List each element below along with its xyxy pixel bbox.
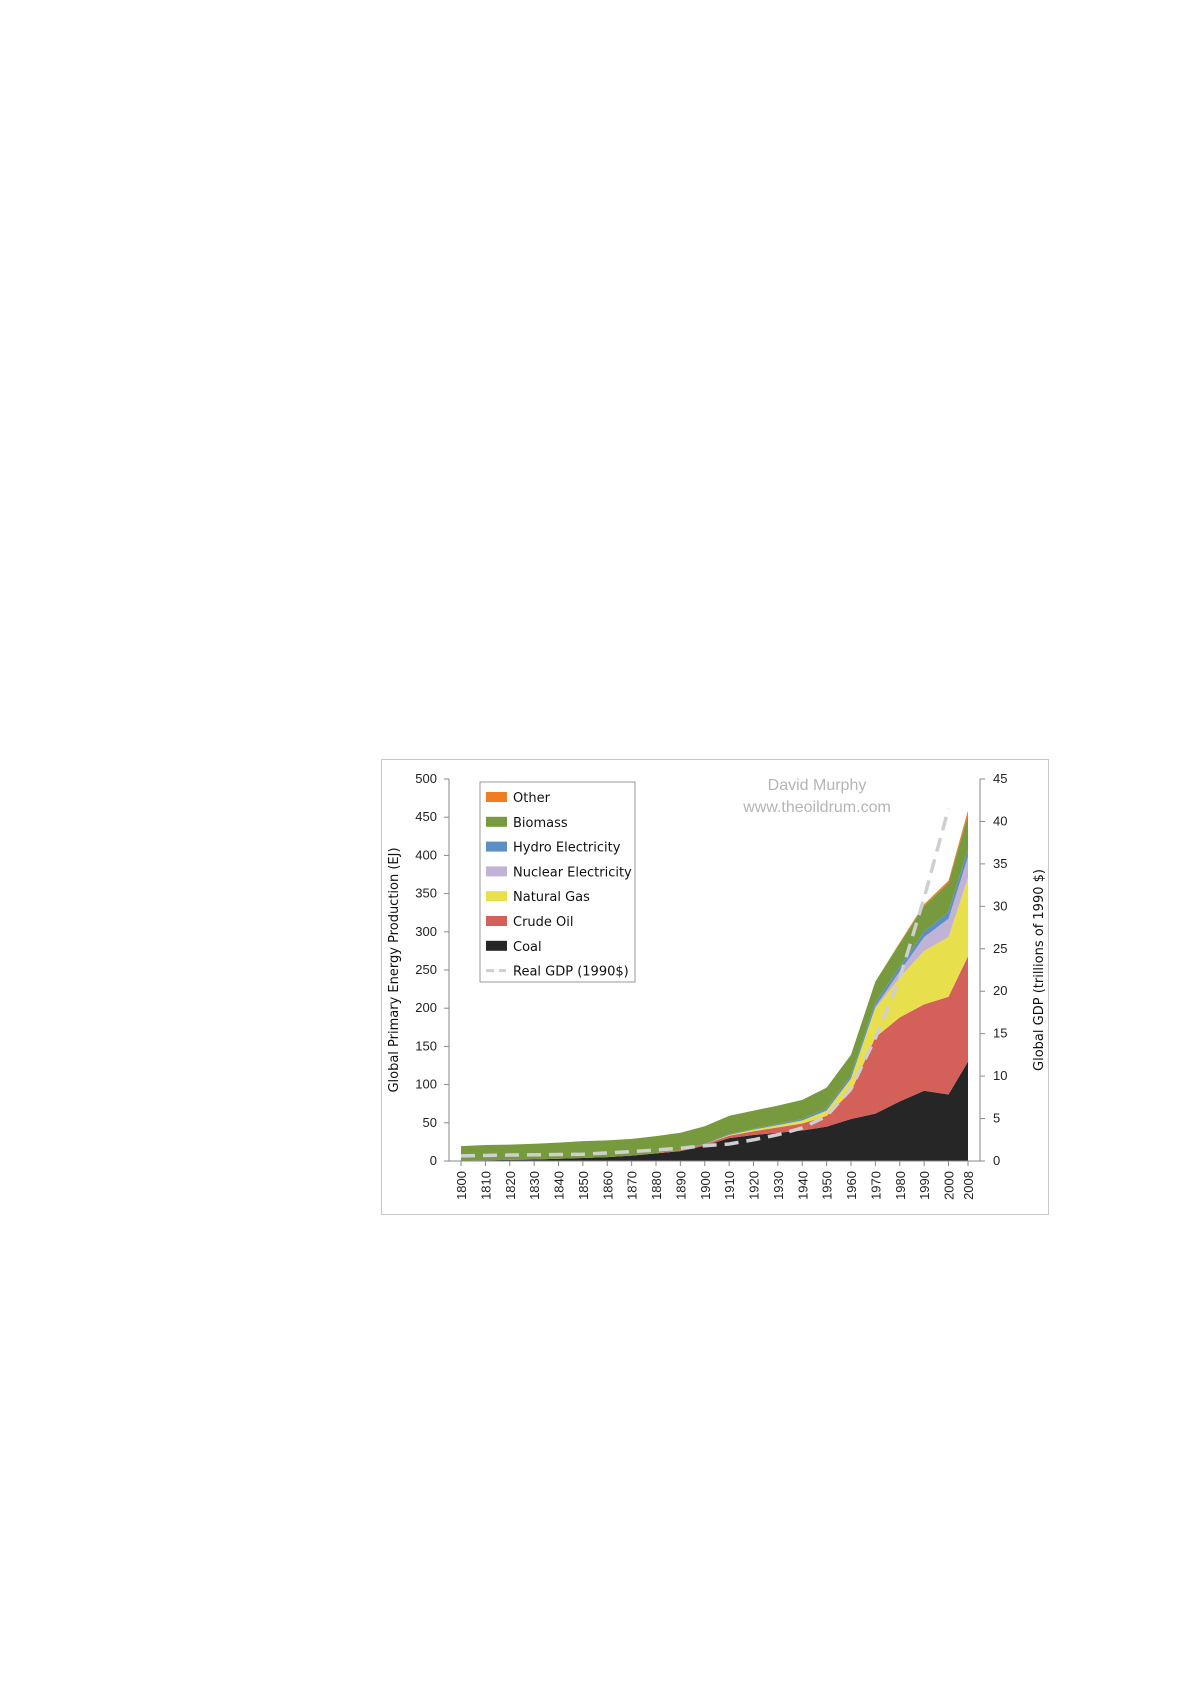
y-tick-label: 100 xyxy=(415,1077,437,1092)
x-tick-label: 1950 xyxy=(820,1171,835,1200)
x-tick-label: 1880 xyxy=(649,1171,664,1200)
chart-frame: 0 50 100 150 200 250 300 350 400 450 500 0 5 10 15 20 25… xyxy=(381,759,1049,1215)
legend-swatch xyxy=(486,866,507,877)
x-tick-label: 1960 xyxy=(844,1171,859,1200)
watermark-url: www.theoildrum.com xyxy=(742,799,891,816)
x-tick-label: 1860 xyxy=(600,1171,615,1200)
legend-swatch xyxy=(486,940,507,951)
gdp-line-layer xyxy=(460,808,951,1158)
y2-tick-label: 5 xyxy=(993,1111,1000,1126)
legend: Other Biomass Hydro Electricity Nuclear Ele… xyxy=(479,781,636,983)
x-tick-label: 1940 xyxy=(795,1171,810,1200)
y-tick-label: 450 xyxy=(415,809,437,824)
y2-tick-label: 15 xyxy=(993,1026,1007,1041)
y-tick-label: 50 xyxy=(423,1115,437,1130)
legend-label: Hydro Electricity xyxy=(513,841,621,856)
y-tick-label: 150 xyxy=(415,1038,437,1053)
x-tick-label: 1970 xyxy=(868,1171,883,1200)
x-tick-label: 1890 xyxy=(673,1171,688,1200)
legend-label: Coal xyxy=(513,940,542,955)
x-tick-label: 1810 xyxy=(478,1171,493,1200)
y-tick-label: 500 xyxy=(415,771,437,786)
y2-tick-label: 10 xyxy=(993,1068,1007,1083)
legend-swatch xyxy=(486,916,507,926)
legend-label: Other xyxy=(513,791,551,806)
area-coal xyxy=(461,1061,968,1161)
stacked-areas xyxy=(461,810,968,1161)
y2-tick-label: 0 xyxy=(993,1153,1000,1168)
x-tick-label: 1930 xyxy=(771,1171,786,1200)
tick-labels: 0 50 100 150 200 250 300 350 400 450 500 0 5 10 15 20 25… xyxy=(415,771,1007,1200)
legend-swatch xyxy=(486,816,507,827)
y2-tick-label: 45 xyxy=(993,771,1007,786)
x-tick-label: 1820 xyxy=(503,1171,518,1200)
y-tick-label: 300 xyxy=(415,924,437,939)
y2-tick-label: 30 xyxy=(993,898,1007,913)
x-tick-label: 2008 xyxy=(961,1171,976,1200)
y2-tick-label: 25 xyxy=(993,941,1007,956)
legend-swatch xyxy=(486,891,507,902)
x-tick-label: 1900 xyxy=(698,1171,713,1200)
y2-tick-label: 40 xyxy=(993,813,1007,828)
x-tick-label: 1990 xyxy=(917,1171,932,1200)
legend-swatch xyxy=(486,792,507,802)
x-tick-label: 1800 xyxy=(454,1171,469,1200)
energy-production-chart: 0 50 100 150 200 250 300 350 400 450 500 0 5 10 15 20 25… xyxy=(387,771,1047,1200)
x-tick-label: 1840 xyxy=(552,1171,567,1200)
y-tick-label: 250 xyxy=(415,962,437,977)
area-biomass xyxy=(461,814,968,1161)
area-crude-oil xyxy=(461,956,968,1161)
y2-tick-label: 20 xyxy=(993,983,1007,998)
legend-label: Natural Gas xyxy=(513,890,590,905)
x-tick-label: 1910 xyxy=(722,1171,737,1200)
legend-label: Nuclear Electricity xyxy=(513,865,632,880)
legend-label: Real GDP (1990$) xyxy=(513,965,629,980)
y-tick-label: 400 xyxy=(415,847,437,862)
legend-swatch xyxy=(486,841,507,852)
y2-tick-label: 35 xyxy=(993,856,1007,871)
legend-label: Biomass xyxy=(513,816,568,831)
legend-label: Crude Oil xyxy=(513,915,574,930)
y-tick-label: 0 xyxy=(430,1153,437,1168)
x-tick-label: 1920 xyxy=(747,1171,762,1200)
watermark-author: David Murphy xyxy=(768,777,867,794)
x-tick-label: 1850 xyxy=(576,1171,591,1200)
x-tick-label: 1870 xyxy=(625,1171,640,1200)
x-tick-label: 1980 xyxy=(893,1171,908,1200)
x-tick-label: 2000 xyxy=(942,1171,957,1200)
y-axis-title: Global Primary Energy Production (EJ) xyxy=(387,847,402,1092)
x-tick-label: 1830 xyxy=(527,1171,542,1200)
y-tick-label: 350 xyxy=(415,886,437,901)
y2-axis-title: Global GDP (trillions of 1990 $) xyxy=(1032,869,1047,1071)
y-tick-label: 200 xyxy=(415,1000,437,1015)
legend-box xyxy=(479,781,636,983)
gdp-line xyxy=(460,808,951,1158)
